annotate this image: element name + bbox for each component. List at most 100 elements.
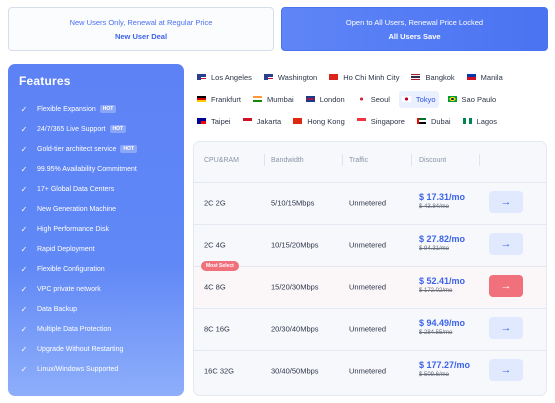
original-price: $ 172.02/mo [419, 288, 453, 294]
location-singapore[interactable]: Singapore [354, 113, 408, 130]
location-mumbai[interactable]: Mumbai [250, 91, 297, 108]
hot-badge: HOT [99, 105, 117, 113]
plan-bandwidth: 5/10/15Mbps [271, 198, 315, 208]
plan-traffic: Unmetered [349, 366, 387, 376]
location-seoul[interactable]: Seoul [354, 91, 393, 108]
de-flag-icon [197, 96, 206, 102]
tw-flag-icon [197, 118, 206, 124]
select-plan-button[interactable]: → [489, 233, 523, 255]
location-label: Ho Chi Minh City [343, 72, 400, 82]
location-lagos[interactable]: Lagos [460, 113, 500, 130]
location-taipei[interactable]: Taipei [194, 113, 234, 130]
feature-item: ✓ 24/7/365 Live Support HOT [19, 119, 173, 139]
feature-label: 99.95% Availability Commitment [37, 165, 137, 173]
feature-label: Upgrade Without Restarting [37, 345, 124, 353]
feature-label: Flexible Expansion [37, 105, 96, 113]
plan-traffic: Unmetered [349, 324, 387, 334]
current-price: $ 27.82/mo [419, 234, 466, 244]
location-dubai[interactable]: Dubai [414, 113, 454, 130]
check-icon: ✓ [20, 224, 28, 234]
ae-flag-icon [416, 118, 426, 124]
select-plan-button[interactable]: → [489, 191, 523, 213]
all-users-save-title: All Users Save [388, 31, 441, 41]
check-icon: ✓ [20, 164, 28, 174]
feature-item: ✓ Flexible Expansion HOT [19, 99, 173, 119]
feature-item: ✓ Data Backup [19, 299, 173, 319]
arrow-right-icon: → [500, 196, 512, 208]
hot-badge: HOT [109, 125, 127, 133]
plan-traffic: Unmetered [349, 282, 387, 292]
column-divider [411, 154, 412, 166]
ph-flag-icon [466, 74, 476, 80]
location-label: Jakarta [256, 116, 282, 126]
th-flag-icon [411, 74, 421, 80]
location-label: Lagos [476, 116, 497, 126]
select-plan-button[interactable]: → [489, 275, 523, 297]
feature-item: ✓ Upgrade Without Restarting [19, 339, 173, 359]
select-plan-button[interactable]: → [489, 317, 523, 339]
current-price: $ 52.41/mo [419, 276, 466, 286]
pricing-row: 16C 32G 30/40/50Mbps Unmetered $ 177.27/mo $… [194, 350, 546, 391]
features-panel: Features ✓ Flexible Expansion HOT ✓ 24/7/365… [8, 64, 184, 396]
location-washington[interactable]: Washington [261, 69, 320, 86]
kr-flag-icon [356, 96, 366, 102]
feature-label: Linux/Windows Supported [37, 365, 119, 373]
location-row: Los Angeles Washington Ho Chi Minh City Ban… [194, 66, 550, 88]
header-discount: Discount [419, 157, 447, 164]
check-icon: ✓ [20, 304, 28, 314]
plan-traffic: Unmetered [349, 198, 387, 208]
pricing-row: 2C 4G 10/15/20Mbps Unmetered $ 27.82/mo $ 94… [194, 224, 546, 265]
location-london[interactable]: London [303, 91, 348, 108]
arrow-right-icon: → [500, 238, 512, 250]
plan-spec: 2C 4G [204, 240, 226, 250]
check-icon: ✓ [20, 244, 28, 254]
new-user-deal-tab[interactable]: New Users Only, Renewal at Regular Price… [8, 7, 274, 51]
plan-price: $ 177.27/mo $ 509.6/mo [419, 359, 470, 380]
location-manila[interactable]: Manila [464, 69, 506, 86]
pricing-row: 8C 16G 20/30/40Mbps Unmetered $ 94.49/mo $ 2… [194, 308, 546, 349]
check-icon: ✓ [20, 364, 28, 374]
check-icon: ✓ [20, 184, 28, 194]
all-users-save-tab[interactable]: Open to All Users, Renewal Price Locked … [281, 7, 548, 51]
feature-list: ✓ Flexible Expansion HOT ✓ 24/7/365 Live Sup… [19, 99, 173, 379]
location-frankfurt[interactable]: Frankfurt [194, 91, 244, 108]
original-price: $ 509.6/mo [419, 372, 450, 378]
header-traffic: Traffic [349, 157, 369, 164]
plan-price: $ 27.82/mo $ 94.31/mo [419, 233, 465, 254]
check-icon: ✓ [20, 144, 28, 154]
feature-item: ✓ Flexible Configuration [19, 259, 173, 279]
location-bangkok[interactable]: Bangkok [408, 69, 457, 86]
header-bandwidth: Bandwidth [271, 157, 304, 164]
arrow-right-icon: → [500, 322, 512, 334]
location-sao-paulo[interactable]: Sao Paulo [445, 91, 500, 108]
pricing-table: CPU&RAM Bandwidth Traffic Discount 2C 2G… [193, 141, 547, 396]
location-ho-chi-minh-city[interactable]: Ho Chi Minh City [326, 69, 402, 86]
location-jakarta[interactable]: Jakarta [240, 113, 285, 130]
feature-label: Data Backup [37, 305, 78, 313]
feature-label: VPC private network [37, 285, 101, 293]
location-hong-kong[interactable]: Hong Kong [290, 113, 348, 130]
feature-item: ✓ New Generation Machine [19, 199, 173, 219]
select-plan-button[interactable]: → [489, 359, 523, 381]
pricing-row: Most Select 4C 8G 15/20/30Mbps Unmetered $ 5… [194, 261, 546, 307]
location-label: Sao Paulo [461, 94, 497, 104]
current-price: $ 177.27/mo [419, 360, 471, 370]
feature-item: ✓ Rapid Deployment [19, 239, 173, 259]
feature-item: ✓ 17+ Global Data Centers [19, 179, 173, 199]
original-price: $ 43.84/mo [419, 204, 450, 210]
location-label: Taipei [211, 116, 231, 126]
check-icon: ✓ [20, 344, 28, 354]
location-los-angeles[interactable]: Los Angeles [194, 69, 255, 86]
in-flag-icon [253, 96, 263, 102]
location-tokyo[interactable]: Tokyo [398, 90, 439, 108]
feature-label: High Performance Disk [37, 225, 109, 233]
current-price: $ 17.31/mo [419, 192, 466, 202]
check-icon: ✓ [20, 324, 28, 334]
check-icon: ✓ [20, 104, 28, 114]
features-title: Features [19, 74, 71, 88]
hk-flag-icon [293, 118, 303, 124]
plan-price: $ 94.49/mo $ 284.55/mo [419, 317, 465, 338]
location-label: Mumbai [267, 94, 294, 104]
column-divider [479, 154, 480, 166]
feature-label: Flexible Configuration [37, 265, 105, 273]
